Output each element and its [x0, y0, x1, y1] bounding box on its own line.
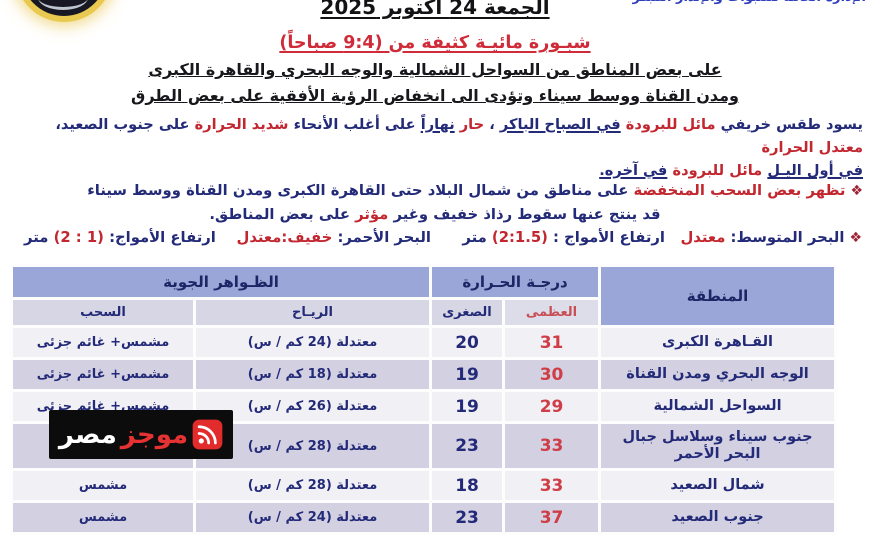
header-phenomena: الظـواهر الجوية [13, 267, 430, 297]
cell-max: 33 [505, 424, 599, 468]
red-sea-state: البحر الأحمر: خفيف:معتدل ارتفاع الأمواج:… [24, 229, 431, 246]
watermark-word-2: مصر [58, 419, 117, 450]
cell-region: شمال الصعيد [601, 471, 835, 500]
cell-clouds: مشمس+ غائم جزئى [13, 360, 194, 389]
sea-state-line: ❖البحر المتوسط: معتدل ارتفاع الأمواج : (… [8, 229, 862, 246]
department-title: الإدارة العامة للتنبؤات والإنذار المبكر [632, 0, 866, 5]
cell-wind: معتدلة (24 كم / س) [196, 328, 430, 357]
cell-wind: معتدلة (18 كم / س) [196, 360, 430, 389]
cell-max: 33 [505, 471, 599, 500]
fog-warning-title: شبـورة مائيـة كثيفة من (9:4 صباحاً) [0, 33, 870, 53]
cell-max: 37 [505, 503, 599, 532]
cell-region: جنوب سيناء وسلاسل جبال البحر الأحمر [601, 424, 835, 468]
cell-min: 23 [432, 503, 503, 532]
cell-wind: معتدلة (28 كم / س) [196, 424, 430, 468]
cell-clouds: مشمس [13, 471, 194, 500]
cell-min: 19 [432, 392, 503, 421]
table-row: جنوب الصعيد 37 23 معتدلة (24 كم / س) مشمس [13, 503, 835, 532]
header-min-temp: الصغرى [432, 300, 503, 325]
low-clouds-line-1: ❖تظهر بعض السحب المنخفضة على مناطق من شم… [87, 182, 863, 199]
date-title: الجمعة 24 أكتوبر 2025 [0, 0, 870, 19]
fog-warning-text: شبـورة مائيـة كثيفة من (9:4 صباحاً) [279, 33, 591, 53]
diamond-bullet-icon: ❖ [850, 183, 863, 199]
header-max-temp: العظمى [505, 300, 599, 325]
cell-clouds: مشمس+ غائم جزئى [13, 328, 194, 357]
broadcast-icon [192, 419, 223, 450]
table-row: شمال الصعيد 33 18 معتدلة (28 كم / س) مشمس [13, 471, 835, 500]
cell-wind: معتدلة (24 كم / س) [196, 503, 430, 532]
cell-region: جنوب الصعيد [601, 503, 835, 532]
cell-wind: معتدلة (28 كم / س) [196, 471, 430, 500]
header-temperature: درجـة الحـرارة [432, 267, 599, 297]
cell-max: 31 [505, 328, 599, 357]
low-clouds-line-2: قد ينتج عنها سقوط رذاذ خفيف وغير مؤثر عل… [209, 206, 661, 223]
cell-clouds: مشمس [13, 503, 194, 532]
fog-region-lines: على بعض المناطق من السواحل الشمالية والو… [0, 57, 870, 109]
emblem-detail [38, 0, 88, 10]
cell-wind: معتدلة (26 كم / س) [196, 392, 430, 421]
header-region: المنطقة [601, 267, 835, 325]
weather-table: المنطقة درجـة الحـرارة الظـواهر الجوية ا… [10, 264, 838, 535]
watermark-word-1: موجز [120, 419, 189, 450]
cell-min: 23 [432, 424, 503, 468]
table-header-row-sub: العظمى الصغرى الريـاح السحب [13, 300, 834, 325]
table-header-row-top: المنطقة درجـة الحـرارة الظـواهر الجوية [13, 267, 835, 325]
header-clouds: السحب [13, 300, 194, 325]
header-wind: الريـاح [196, 300, 430, 325]
fog-region-line-1: على بعض المناطق من السواحل الشمالية والو… [148, 60, 722, 79]
news-watermark: موجز مصر [49, 410, 233, 459]
diamond-bullet-icon: ❖ [849, 230, 862, 246]
table-row: القـاهرة الكبرى 31 20 معتدلة (24 كم / س) مشم… [13, 328, 835, 357]
cell-region: القـاهرة الكبرى [601, 328, 835, 357]
cell-region: السواحل الشمالية [601, 392, 835, 421]
weather-summary-paragraph: يسود طقس خريفي مائل للبرودة في الصباح ال… [55, 116, 863, 179]
low-clouds-paragraph: ❖تظهر بعض السحب المنخفضة على مناطق من شم… [7, 179, 863, 226]
cell-max: 30 [505, 360, 599, 389]
cell-min: 19 [432, 360, 503, 389]
mediterranean-sea-state: ❖البحر المتوسط: معتدل ارتفاع الأمواج : (… [462, 229, 862, 246]
date-text: الجمعة 24 أكتوبر 2025 [320, 0, 550, 19]
cell-max: 29 [505, 392, 599, 421]
cell-region: الوجه البحري ومدن القناة [601, 360, 835, 389]
table-row: الوجه البحري ومدن القناة 30 19 معتدلة (18 ك… [13, 360, 835, 389]
cell-min: 20 [432, 328, 503, 357]
cell-min: 18 [432, 471, 503, 500]
fog-region-line-2: ومدن القناة ووسط سيناء وتؤدى الى انخفاض … [131, 86, 739, 105]
weather-table-body: القـاهرة الكبرى 31 20 معتدلة (24 كم / س) مشم… [13, 328, 835, 532]
